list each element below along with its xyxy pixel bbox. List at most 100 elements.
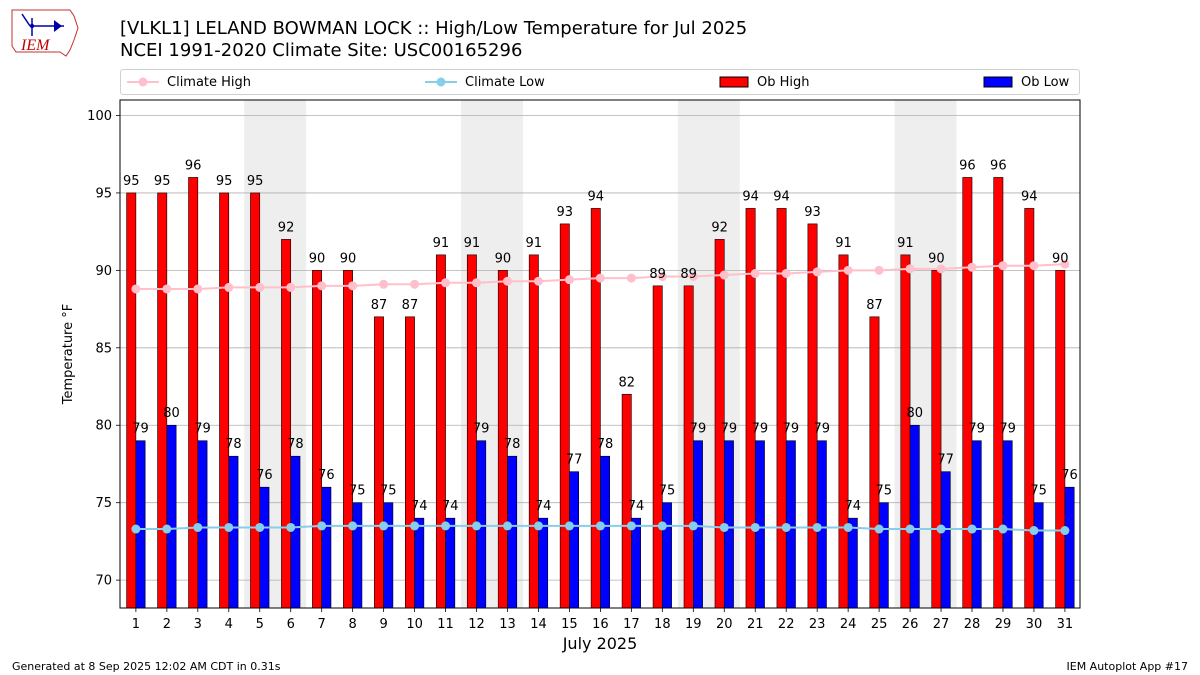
app-credit: IEM Autoplot App #17: [1066, 660, 1189, 673]
data-label-ob-high: 95: [247, 174, 264, 189]
x-tick-label: 21: [747, 617, 764, 632]
data-label-ob-high: 96: [959, 158, 976, 173]
climate-low-point: [286, 522, 296, 532]
data-label-ob-high: 94: [742, 189, 759, 204]
bar-swatch-icon: [983, 76, 1013, 88]
bar-ob-high: [157, 192, 168, 609]
bar-ob-low: [940, 471, 951, 609]
line-marker-icon: [127, 77, 159, 87]
data-label-ob-high: 93: [804, 205, 821, 220]
bar-ob-high: [993, 177, 1004, 609]
x-tick-label: 28: [964, 617, 981, 632]
x-tick-label: 30: [1026, 617, 1043, 632]
bar-ob-low: [352, 502, 363, 609]
data-label-ob-high: 89: [649, 267, 666, 282]
bar-ob-high: [343, 270, 353, 609]
x-tick-label: 27: [933, 617, 950, 632]
data-label-ob-high: 94: [1021, 189, 1038, 204]
bar-ob-high: [962, 177, 973, 609]
climate-high-point: [348, 281, 358, 291]
x-tick-label: 10: [406, 617, 423, 632]
line-marker-icon: [425, 77, 457, 87]
climate-low-point: [410, 521, 420, 531]
climate-low-point: [595, 521, 605, 531]
y-tick-label: 90: [95, 264, 112, 279]
climate-low-point: [379, 521, 389, 531]
climate-high-point: [781, 268, 791, 278]
climate-high-point: [843, 265, 853, 275]
data-label-ob-low: 78: [597, 437, 614, 452]
data-label-ob-high: 95: [123, 174, 140, 189]
climate-high-point: [595, 273, 605, 283]
x-tick-label: 9: [379, 617, 387, 632]
climate-low-point: [224, 522, 234, 532]
climate-low-point: [317, 521, 327, 531]
bar-ob-high: [1055, 270, 1066, 609]
climate-high-point: [1029, 261, 1039, 271]
climate-high-point: [626, 273, 636, 283]
climate-low-point: [1029, 526, 1039, 536]
x-tick-label: 1: [132, 617, 140, 632]
climate-high-point: [719, 270, 729, 280]
x-axis-label: July 2025: [562, 634, 638, 653]
x-tick-label: 26: [902, 617, 919, 632]
data-label-ob-high: 96: [185, 158, 202, 173]
bar-ob-high: [126, 192, 137, 609]
data-label-ob-high: 87: [402, 298, 419, 313]
climate-high-point: [162, 284, 172, 294]
data-label-ob-low: 79: [473, 422, 490, 437]
climate-low-point: [193, 522, 203, 532]
x-tick-label: 23: [809, 617, 826, 632]
bar-ob-low: [1064, 486, 1075, 609]
x-tick-label: 16: [592, 617, 609, 632]
bar-ob-low: [259, 486, 270, 609]
bar-ob-low: [445, 517, 456, 609]
climate-high-point: [472, 278, 482, 288]
data-label-ob-high: 95: [216, 174, 233, 189]
legend-label-climate-low: Climate Low: [465, 74, 545, 90]
climate-low-point: [441, 521, 451, 531]
climate-high-point: [812, 267, 822, 277]
x-tick-label: 11: [437, 617, 454, 632]
x-tick-label: 25: [871, 617, 888, 632]
data-label-ob-low: 79: [968, 422, 985, 437]
data-label-ob-high: 92: [711, 220, 728, 235]
climate-low-point: [626, 521, 636, 531]
bar-ob-low: [383, 502, 394, 609]
bar-swatch-icon: [719, 76, 749, 88]
data-label-ob-low: 75: [875, 484, 892, 499]
climate-high-point: [502, 276, 512, 286]
data-label-ob-low: 74: [845, 499, 862, 514]
bar-ob-high: [281, 239, 292, 609]
logo-text: IEM: [20, 37, 51, 54]
climate-high-point: [286, 282, 296, 292]
bar-ob-low: [166, 424, 177, 609]
y-tick-label: 100: [87, 109, 112, 124]
data-label-ob-low: 79: [690, 422, 707, 437]
x-tick-label: 17: [623, 617, 640, 632]
climate-high-point: [379, 279, 389, 289]
data-label-ob-high: 82: [618, 375, 635, 390]
data-label-ob-low: 78: [225, 437, 242, 452]
bar-ob-low: [1002, 440, 1013, 609]
bar-ob-high: [838, 254, 849, 609]
climate-low-point: [936, 524, 946, 534]
data-label-ob-low: 74: [535, 499, 552, 514]
data-label-ob-high: 95: [154, 174, 171, 189]
bar-ob-low: [228, 455, 239, 609]
bar-ob-low: [662, 502, 672, 609]
data-label-ob-low: 76: [1061, 468, 1078, 483]
climate-low-point: [533, 521, 543, 531]
bar-ob-high: [435, 254, 446, 609]
bar-ob-high: [188, 177, 199, 609]
x-tick-label: 15: [561, 617, 578, 632]
data-label-ob-high: 96: [990, 158, 1007, 173]
data-label-ob-low: 80: [163, 406, 180, 421]
data-label-ob-high: 87: [371, 298, 388, 313]
bar-ob-high: [590, 208, 601, 609]
x-tick-label: 3: [194, 617, 202, 632]
climate-low-point: [967, 524, 977, 534]
data-label-ob-low: 75: [349, 484, 366, 499]
x-tick-label: 29: [995, 617, 1012, 632]
